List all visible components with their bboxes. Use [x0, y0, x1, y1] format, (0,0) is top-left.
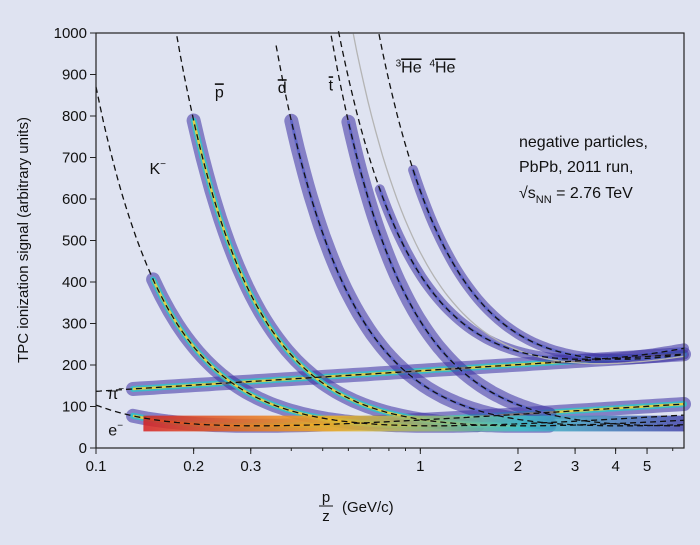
- y-axis-title: TPC ionization signal (arbitrary units): [15, 117, 32, 363]
- bethe-bloch-curves: [95, 31, 685, 427]
- y-tick-label: 0: [79, 440, 87, 457]
- mip-hot-band: [143, 415, 684, 432]
- x-tick-label: 2: [514, 458, 522, 475]
- sqrt-s-label: √s: [519, 185, 536, 202]
- y-tick-label: 300: [62, 316, 87, 333]
- label-π: π−: [107, 384, 124, 403]
- y-tick-label: 1000: [54, 25, 87, 42]
- x-axis-title: p z (GeV/c): [319, 489, 394, 525]
- annotation-line-2: PbPb, 2011 run,: [519, 159, 633, 176]
- annotation-line-1: negative particles,: [519, 134, 648, 151]
- label-e: e−: [108, 421, 123, 440]
- curve-4He: [378, 33, 685, 360]
- annotation-line-3: √sNN = 2.76 TeV: [519, 185, 633, 206]
- label-d: d: [278, 80, 287, 97]
- energy-value: = 2.76 TeV: [552, 185, 633, 202]
- sqrt-s-subscript: NN: [536, 194, 552, 206]
- x-tick-label: 1: [416, 458, 424, 475]
- x-tick-label: 3: [571, 458, 579, 475]
- label-3He: 3He: [396, 58, 422, 76]
- axis-ticks: 0.1 0.2 0.3 1 2 3 4 5 0 100 200 300 400 500 600 700 800 9…: [54, 25, 674, 475]
- curve-3He: [337, 31, 685, 360]
- x-tick-label: 0.3: [240, 458, 261, 475]
- label-K: K−: [149, 159, 166, 178]
- curve-t: [330, 35, 684, 427]
- x-tick-label: 5: [643, 458, 651, 475]
- x-axis-title-unit: (GeV/c): [342, 499, 394, 516]
- x-tick-label: 0.1: [86, 458, 107, 475]
- run-annotation: negative particles, PbPb, 2011 run, √sNN…: [519, 134, 648, 206]
- plot-frame: [95, 32, 685, 449]
- y-tick-label: 800: [62, 108, 87, 125]
- y-tick-label: 900: [62, 67, 87, 84]
- label-4He: 4He: [429, 58, 455, 76]
- label-t: t: [329, 77, 334, 94]
- y-tick-label: 700: [62, 150, 87, 167]
- label-p: p: [215, 84, 224, 101]
- x-tick-label: 0.2: [183, 458, 204, 475]
- species-labels: π− e− K− p d t 3He 4He: [107, 58, 455, 439]
- x-tick-label: 4: [611, 458, 619, 475]
- curve-π: [95, 403, 685, 427]
- curve-e: [95, 353, 685, 392]
- y-tick-label: 200: [62, 357, 87, 374]
- y-tick-label: 100: [62, 399, 87, 416]
- x-axis-title-denominator: z: [322, 508, 330, 525]
- y-tick-label: 400: [62, 274, 87, 291]
- curve-d: [275, 45, 685, 427]
- curve-p: [176, 36, 685, 427]
- x-axis-title-numerator: p: [322, 489, 330, 506]
- reference-curve: [352, 33, 685, 365]
- y-tick-label: 600: [62, 191, 87, 208]
- y-tick-label: 500: [62, 233, 87, 250]
